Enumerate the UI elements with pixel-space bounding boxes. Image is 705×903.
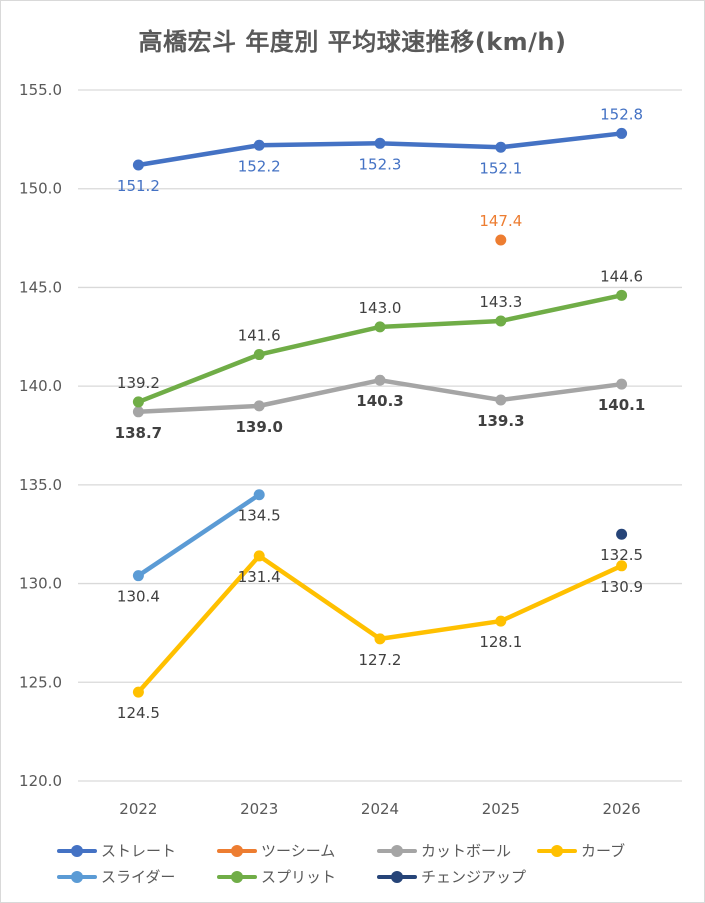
y-tick-label: 145.0: [19, 278, 62, 296]
data-point: [132, 686, 144, 698]
data-point: [495, 615, 507, 627]
data-point: [132, 159, 144, 171]
x-tick-label: 2024: [361, 800, 399, 818]
data-label: 139.3: [477, 412, 524, 430]
data-point: [253, 489, 265, 501]
data-point: [495, 315, 507, 327]
legend-item: チェンジアップ: [377, 866, 526, 887]
y-tick-label: 155.0: [19, 81, 62, 99]
data-label: 143.3: [479, 293, 522, 311]
legend-label: チェンジアップ: [421, 868, 527, 886]
data-point: [616, 560, 628, 572]
data-point: [253, 400, 265, 412]
x-tick-label: 2025: [482, 800, 520, 818]
legend-label: スプリット: [261, 868, 337, 886]
legend-label: ツーシーム: [261, 842, 336, 860]
x-tick-label: 2022: [119, 800, 157, 818]
y-tick-label: 150.0: [19, 180, 62, 198]
legend-label: カーブ: [581, 842, 626, 860]
series-3: [132, 550, 628, 698]
data-point: [616, 127, 628, 139]
legend-marker-icon: [57, 844, 97, 857]
data-label: 134.5: [238, 507, 281, 525]
data-point: [374, 633, 386, 645]
data-label: 140.3: [356, 392, 403, 410]
y-axis-ticks: 120.0 125.0 130.0 135.0 140.0 145.0 150.0 155.0: [19, 81, 62, 790]
legend-item: スライダー: [57, 866, 175, 887]
legend-label: スライダー: [101, 868, 176, 886]
legend-marker-icon: [217, 844, 257, 857]
data-label: 141.6: [238, 327, 281, 345]
data-label: 131.4: [238, 568, 281, 586]
data-label: 152.3: [359, 155, 402, 173]
legend-item: スプリット: [217, 866, 336, 887]
legend-marker-icon: [377, 844, 417, 857]
data-point: [253, 349, 265, 361]
y-tick-label: 125.0: [19, 673, 62, 691]
series-4: [132, 489, 265, 582]
data-label: 152.8: [600, 105, 643, 123]
data-label: 147.4: [479, 212, 522, 230]
x-tick-label: 2023: [240, 800, 278, 818]
legend-marker-icon: [217, 870, 257, 883]
data-label: 152.1: [479, 159, 522, 177]
data-label: 132.5: [600, 546, 643, 564]
legend-item: ツーシーム: [217, 840, 335, 861]
x-axis-ticks: 2022 2023 2024 2025 2026: [119, 800, 640, 818]
data-point: [616, 378, 628, 390]
data-point: [132, 406, 144, 418]
data-point: [616, 289, 628, 301]
legend-item: カーブ: [537, 840, 625, 861]
y-tick-label: 140.0: [19, 377, 62, 395]
data-point: [132, 570, 144, 582]
data-label: 138.7: [115, 424, 162, 442]
data-point: [374, 374, 386, 386]
legend-marker-icon: [377, 870, 417, 883]
gridlines: [78, 89, 682, 782]
data-point: [374, 137, 386, 149]
legend-label: ストレート: [101, 842, 177, 860]
data-point: [495, 394, 507, 406]
data-label: 130.9: [600, 578, 643, 596]
legend-marker-icon: [57, 870, 97, 883]
y-tick-label: 120.0: [19, 772, 62, 790]
data-label: 151.2: [117, 177, 160, 195]
data-label: 124.5: [117, 704, 160, 722]
data-label: 127.2: [359, 651, 402, 669]
legend-item: カットボール: [377, 840, 511, 861]
data-label: 139.0: [235, 418, 282, 436]
data-point: [495, 141, 507, 153]
data-point: [132, 396, 144, 408]
data-labels: 151.2 152.2 152.3 152.1 152.8 147.4 138.7 139.0…: [115, 105, 646, 722]
series-2: [132, 374, 628, 418]
legend-item: ストレート: [57, 840, 176, 861]
data-label: 143.0: [359, 299, 402, 317]
data-label: 140.1: [598, 396, 645, 414]
data-point: [495, 234, 507, 246]
data-label: 152.2: [238, 157, 281, 175]
data-label: 139.2: [117, 374, 160, 392]
data-label: 130.4: [117, 588, 160, 606]
legend-marker-icon: [537, 844, 577, 857]
series-0: [132, 127, 628, 171]
series-6: [616, 528, 628, 540]
series-5: [132, 289, 628, 408]
data-point: [616, 528, 628, 540]
series-lines: [132, 127, 628, 698]
data-point: [253, 139, 265, 151]
data-label: 144.6: [600, 267, 643, 285]
series-line: [136, 492, 262, 578]
legend-label: カットボール: [421, 842, 512, 860]
data-point: [253, 550, 265, 562]
data-label: 128.1: [479, 633, 522, 651]
data-point: [374, 321, 386, 333]
y-tick-label: 130.0: [19, 575, 62, 593]
series-1: [495, 234, 507, 246]
y-tick-label: 135.0: [19, 476, 62, 494]
series-line: [136, 553, 624, 695]
chart-title: 高橋宏斗 年度別 平均球速推移(km/h): [138, 28, 567, 56]
x-tick-label: 2026: [603, 800, 641, 818]
